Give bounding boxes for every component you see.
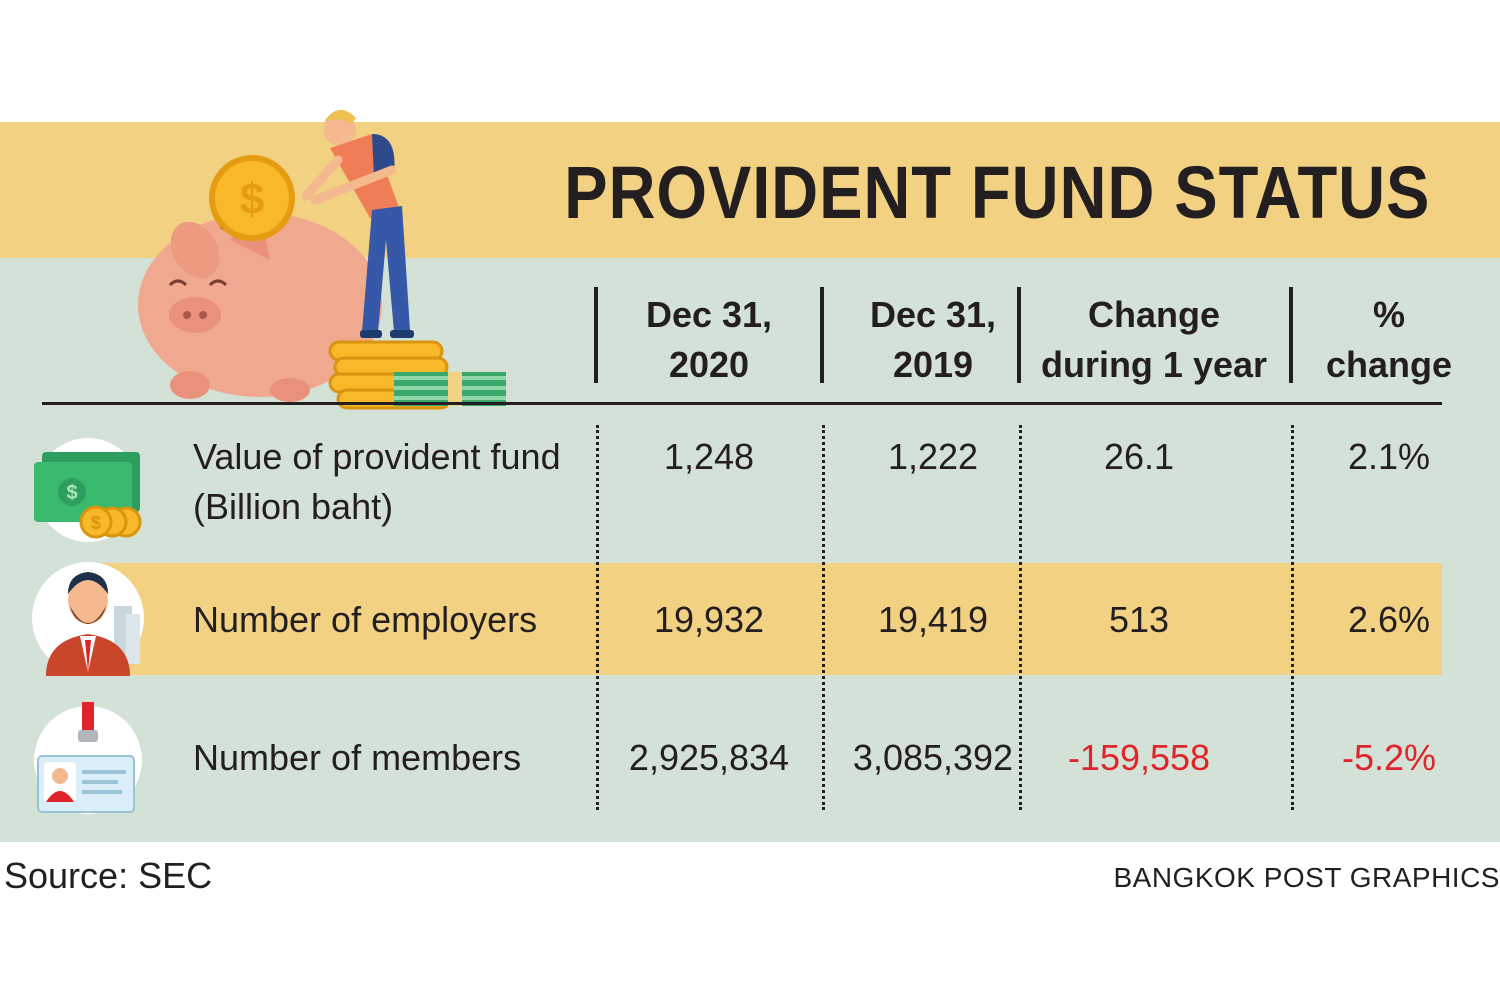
column-divider — [1291, 425, 1294, 810]
column-header-line1: Change — [1087, 294, 1220, 335]
cell-members-2020: 2,925,834 — [628, 737, 790, 778]
cell-employers-2020: 19,932 — [653, 599, 765, 640]
cell-employers-pct: 2.6% — [1347, 599, 1431, 640]
money-coins-icon: $ $ — [34, 438, 142, 542]
cell-members-2019: 3,085,392 — [852, 737, 1014, 778]
row-label-line1: Number of employers — [193, 599, 538, 640]
employer-icon — [32, 562, 144, 676]
row-label-value: Value of provident fund (Billion baht) — [193, 432, 561, 532]
header-divider — [594, 287, 598, 383]
column-header-line1: Dec 31, — [869, 294, 997, 335]
column-header-line1: Dec 31, — [645, 294, 773, 335]
cell-value-change: 26.1 — [1103, 436, 1175, 477]
row-label-line2: (Billion baht) — [193, 486, 394, 527]
id-badge-icon — [34, 702, 142, 814]
row-label-line1: Number of members — [193, 737, 522, 778]
column-header-line2: 2020 — [668, 344, 750, 385]
column-header-line2: 2019 — [892, 344, 974, 385]
source-note: Source: SEC — [4, 855, 213, 896]
cell-members-pct: -5.2% — [1341, 737, 1437, 778]
column-header-dec-2020: Dec 31, 2020 — [604, 290, 814, 390]
column-header-line2: during 1 year — [1040, 344, 1268, 385]
row-label-members: Number of members — [193, 733, 521, 783]
header-divider — [820, 287, 824, 383]
column-header-line1: % — [1372, 294, 1405, 335]
graphics-credit: BANGKOK POST GRAPHICS — [1113, 862, 1500, 893]
column-header-pct-change: % change — [1296, 290, 1482, 390]
row-label-employers: Number of employers — [193, 595, 537, 645]
header-divider — [1289, 287, 1293, 383]
cell-value-pct: 2.1% — [1347, 436, 1431, 477]
cash-stack-icon — [394, 372, 506, 406]
column-header-change: Change during 1 year — [1026, 290, 1282, 390]
cell-value-2020: 1,248 — [663, 436, 755, 477]
cell-value-2019: 1,222 — [887, 436, 979, 477]
column-divider — [822, 425, 825, 810]
svg-text:$: $ — [66, 482, 77, 504]
column-divider — [596, 425, 599, 810]
cell-employers-change: 513 — [1108, 599, 1170, 640]
row-label-line1: Value of provident fund — [193, 436, 561, 477]
highlight-row-band — [100, 563, 1442, 675]
header-rule — [42, 402, 1442, 405]
chart-title: PROVIDENT FUND STATUS — [563, 151, 1430, 234]
header-divider — [1017, 287, 1021, 383]
column-header-dec-2019: Dec 31, 2019 — [830, 290, 1036, 390]
cell-employers-2019: 19,419 — [877, 599, 989, 640]
piggy-bank-illustration: $ — [138, 109, 506, 410]
cell-members-change: -159,558 — [1067, 737, 1211, 778]
column-divider — [1019, 425, 1022, 810]
dollar-coin-icon — [209, 155, 295, 241]
svg-text:$: $ — [91, 513, 101, 533]
column-header-line2: change — [1325, 344, 1453, 385]
svg-text:$: $ — [240, 175, 264, 224]
